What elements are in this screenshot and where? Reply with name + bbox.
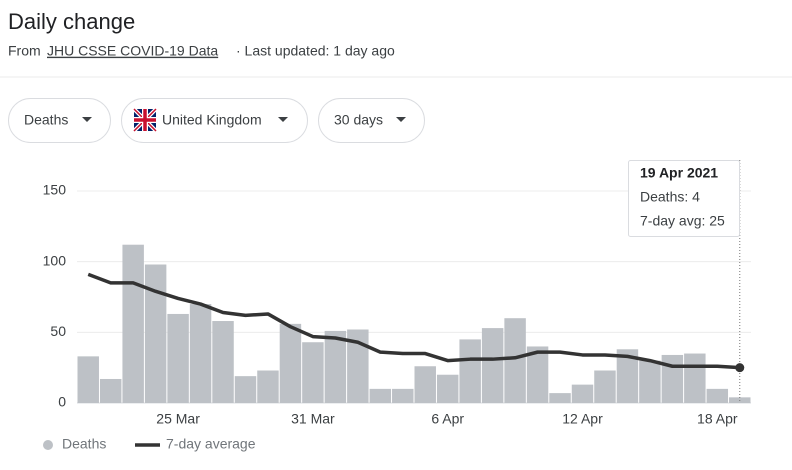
source-prefix: From bbox=[8, 43, 41, 59]
legend-label: 7-day average bbox=[166, 436, 256, 452]
bar bbox=[459, 339, 481, 403]
bar bbox=[684, 353, 706, 403]
bar bbox=[212, 321, 234, 403]
bar bbox=[526, 346, 549, 403]
bar bbox=[706, 388, 729, 403]
bar bbox=[167, 313, 189, 403]
bar bbox=[99, 378, 122, 403]
bar bbox=[504, 318, 526, 403]
region-dropdown[interactable] bbox=[121, 98, 308, 143]
y-tick-label: 0 bbox=[58, 394, 66, 410]
hover-point bbox=[735, 363, 745, 373]
dropdown-arrow bbox=[82, 117, 92, 122]
bar bbox=[594, 370, 616, 403]
region-label: United Kingdom bbox=[162, 112, 262, 128]
range-label: 30 days bbox=[334, 112, 383, 128]
dropdown-arrow bbox=[396, 117, 406, 122]
bar bbox=[77, 356, 99, 403]
bar bbox=[661, 354, 684, 403]
legend-swatch bbox=[43, 440, 53, 450]
bar bbox=[347, 329, 369, 403]
x-tick-label: 25 Mar bbox=[156, 411, 200, 427]
x-tick-label: 18 Apr bbox=[697, 411, 738, 427]
dropdown-arrow bbox=[278, 117, 288, 122]
bar bbox=[436, 374, 459, 403]
tooltip-line: Deaths: 4 bbox=[640, 189, 700, 205]
updated: · Last updated: 1 day ago bbox=[236, 43, 395, 59]
bar bbox=[302, 342, 324, 403]
bar bbox=[571, 384, 594, 403]
y-tick-label: 150 bbox=[43, 182, 67, 198]
bar bbox=[122, 244, 144, 403]
tooltip-date: 19 Apr 2021 bbox=[640, 165, 718, 181]
bar bbox=[189, 304, 212, 403]
title: Daily change bbox=[8, 9, 135, 34]
bar bbox=[257, 370, 279, 403]
avg-line bbox=[87, 272, 740, 370]
bar bbox=[414, 366, 436, 403]
bar bbox=[481, 328, 504, 403]
bar bbox=[392, 388, 414, 403]
bar bbox=[369, 388, 392, 403]
source-link[interactable]: JHU CSSE COVID-19 Data bbox=[47, 43, 218, 59]
y-tick-label: 50 bbox=[50, 323, 66, 339]
range-dropdown[interactable] bbox=[318, 98, 425, 143]
bar bbox=[144, 264, 167, 403]
bar bbox=[549, 393, 571, 403]
bar bbox=[279, 323, 302, 403]
x-tick-label: 6 Apr bbox=[431, 411, 464, 427]
legend-label: Deaths bbox=[62, 436, 106, 452]
metric-dropdown[interactable] bbox=[8, 98, 111, 143]
tooltip-box bbox=[628, 160, 740, 237]
bar bbox=[616, 349, 639, 403]
x-tick-label: 31 Mar bbox=[291, 411, 335, 427]
y-tick-label: 100 bbox=[43, 252, 67, 268]
tooltip-line: 7-day avg: 25 bbox=[640, 213, 725, 229]
bar bbox=[639, 360, 661, 403]
uk-flag bbox=[132, 107, 158, 133]
metric-label: Deaths bbox=[24, 112, 68, 128]
x-tick-label: 12 Apr bbox=[562, 411, 603, 427]
bar bbox=[324, 330, 347, 403]
bar bbox=[234, 376, 257, 403]
